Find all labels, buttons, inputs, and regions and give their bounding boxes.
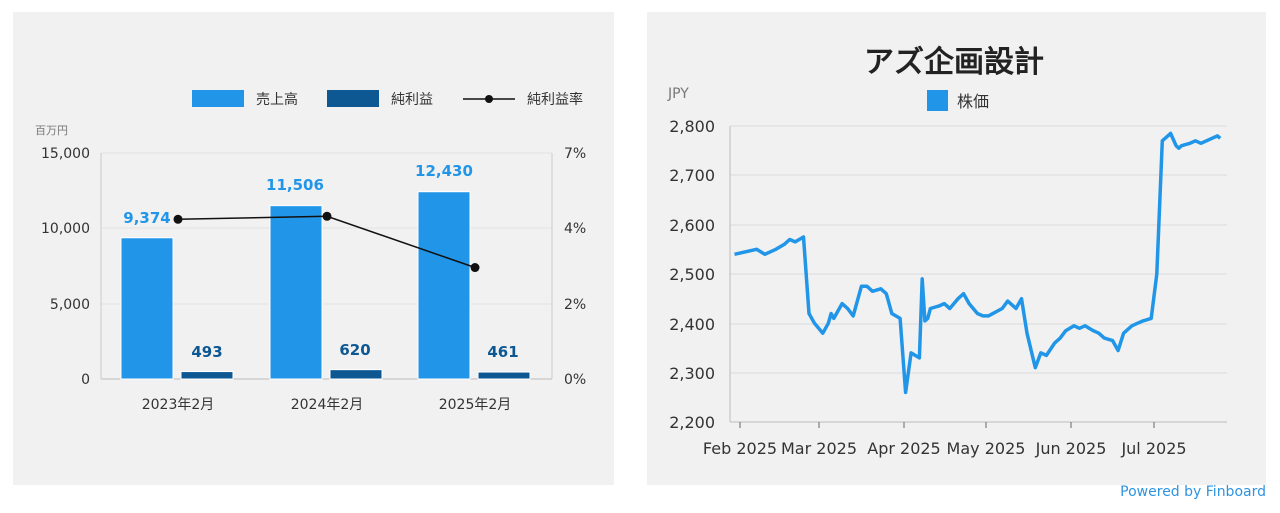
x-tick-label: 2023年2月 [142, 397, 215, 413]
sales-bar [269, 205, 323, 380]
profit-data-label: 620 [339, 341, 370, 359]
y-tick-label-right: 0% [564, 372, 586, 388]
y-tick-label-left: 0 [81, 372, 90, 388]
price-line [734, 131, 1222, 395]
x-tick-label: May 2025 [947, 439, 1026, 458]
legend-label-ratio: 純利益率 [527, 91, 583, 108]
y-tick-label-right: 7% [564, 146, 586, 162]
legend-label-sales: 売上高 [256, 91, 298, 108]
y-tick-label: 2,600 [669, 216, 715, 235]
y-tick-label: 2,400 [669, 315, 715, 334]
y-tick-label-left: 10,000 [41, 221, 90, 237]
y-tick-label-right: 4% [564, 221, 586, 237]
y-axis-unit-label: JPY [667, 86, 689, 102]
profit-bar [180, 371, 234, 380]
sales-data-label: 11,506 [266, 176, 324, 194]
x-tick-label: Jun 2025 [1035, 439, 1107, 458]
y-tick-label: 2,700 [669, 166, 715, 185]
legend-swatch-profit [327, 90, 379, 107]
x-tick-label: Mar 2025 [781, 439, 857, 458]
sales-bar [417, 191, 471, 380]
y-tick-label: 2,200 [669, 413, 715, 432]
ratio-point [470, 263, 480, 273]
x-tick-label: Apr 2025 [867, 439, 940, 458]
ratio-point [173, 214, 183, 224]
profit-bar [329, 369, 383, 380]
sales-bar [120, 237, 174, 380]
financials-chart: 売上高 純利益 純利益率 百万円 15,000 10,000 5,000 0 7… [35, 90, 586, 413]
stock-chart-panel: アズ企画設計 JPY 株価 2,800 2,700 2,600 2,500 2,… [647, 12, 1266, 485]
powered-by-link[interactable]: Powered by Finboard [1120, 484, 1266, 500]
chart-title: アズ企画設計 [864, 45, 1044, 80]
y-tick-label-right: 2% [564, 297, 586, 313]
y-tick-label: 2,500 [669, 265, 715, 284]
y-tick-label: 2,300 [669, 364, 715, 383]
legend-label-price: 株価 [957, 92, 989, 111]
profit-data-label: 461 [487, 343, 518, 361]
x-tick-label: Feb 2025 [703, 439, 777, 458]
legend-marker-ratio [485, 95, 493, 103]
legend-swatch-sales [192, 90, 244, 107]
profit-data-label: 493 [191, 343, 222, 361]
x-tick-label: Jul 2025 [1120, 439, 1186, 458]
profit-bar [477, 371, 531, 380]
stock-price-chart: アズ企画設計 JPY 株価 2,800 2,700 2,600 2,500 2,… [667, 45, 1227, 458]
legend-label-profit: 純利益 [391, 92, 433, 108]
legend-swatch-price [927, 90, 948, 111]
sales-data-label: 12,430 [415, 162, 473, 180]
ratio-point [322, 211, 332, 221]
sales-data-label: 9,374 [123, 209, 170, 227]
financials-chart-panel: 売上高 純利益 純利益率 百万円 15,000 10,000 5,000 0 7… [13, 12, 614, 485]
y-tick-label-left: 15,000 [41, 146, 90, 162]
x-tick-label: 2024年2月 [291, 397, 364, 413]
y-tick-label-left: 5,000 [50, 297, 90, 313]
y-tick-label: 2,800 [669, 117, 715, 136]
y-axis-unit-label: 百万円 [35, 124, 68, 137]
x-tick-label: 2025年2月 [439, 397, 512, 413]
